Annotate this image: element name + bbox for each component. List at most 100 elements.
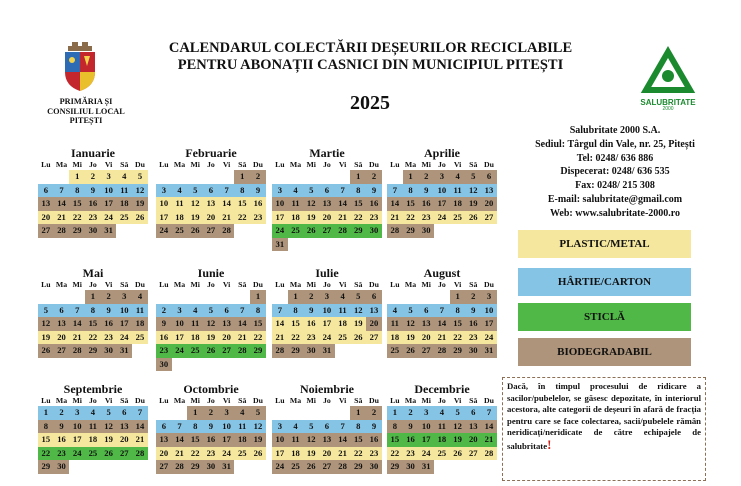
day-cell: 9 — [366, 183, 382, 197]
title-line-2: PENTRU ABONAȚII CASNICI DIN MUNICIPIUL P… — [177, 57, 564, 73]
day-cell — [272, 170, 288, 184]
weekday-header: Lu Ma Mi Jo Vi Sâ Du — [156, 280, 266, 290]
day-cell: 28 — [53, 224, 70, 238]
day-cell: 6 — [203, 183, 219, 197]
day-cell: 12 — [132, 183, 148, 197]
week-row: 23 24 25 26 27 28 29 — [156, 344, 266, 358]
day-cell: 3 — [218, 406, 235, 420]
day-cell: 11 — [449, 183, 466, 197]
day-cell — [171, 357, 188, 371]
day-cell: 12 — [402, 317, 419, 331]
day-cell: 14 — [434, 317, 450, 331]
day-cell: 9 — [250, 183, 266, 197]
day-cell: 22 — [69, 210, 86, 224]
day-cell: 28 — [334, 224, 351, 238]
day-cell: 11 — [234, 419, 251, 433]
week-row: 29 30 — [38, 460, 148, 474]
legend-bio: BIODEGRADABIL — [518, 338, 691, 366]
week-row: 10 11 12 13 14 15 16 — [272, 433, 382, 447]
day-cell: 21 — [218, 210, 235, 224]
day-cell: 22 — [449, 330, 466, 344]
day-cell: 18 — [287, 446, 304, 460]
week-row: 20 21 22 23 24 25 26 — [156, 446, 266, 460]
weekday-label: Vi — [104, 280, 113, 289]
week-row: 12 13 14 15 16 17 18 — [38, 317, 148, 331]
day-cell: 19 — [187, 210, 204, 224]
day-cell: 29 — [69, 224, 86, 238]
exclamation-mark: ! — [547, 436, 552, 452]
week-row: 7 8 9 10 11 12 13 — [387, 183, 497, 197]
company-email: E-mail: salubritate@gmail.com — [547, 193, 683, 205]
week-row: 11 12 13 14 15 16 17 — [387, 317, 497, 331]
month-name: Mai — [82, 266, 104, 280]
day-cell: 11 — [132, 303, 148, 317]
company-fax: Fax: 0248/ 215 308 — [575, 180, 655, 192]
weekday-label: Sâ — [469, 160, 478, 169]
day-cell — [132, 344, 148, 358]
weekday-label: Du — [134, 396, 145, 405]
day-cell: 15 — [402, 197, 419, 211]
day-cell: 16 — [85, 197, 101, 211]
day-cell: 15 — [449, 317, 466, 331]
day-cell: 19 — [449, 433, 466, 447]
day-cell: 2 — [303, 290, 320, 304]
company-web: Web: www.salubritate-2000.ro — [549, 207, 681, 219]
weekday-label: Jo — [438, 396, 446, 405]
day-cell: 31 — [272, 237, 288, 251]
day-cell: 18 — [287, 210, 304, 224]
day-cell — [218, 170, 235, 184]
month-ianuarie: Ianuarie Lu Ma Mi Jo Vi Sâ Du 1 2 3 4 5 6 7 8 9 10 11 12 13 1… — [38, 146, 148, 238]
weekday-label: Mi — [72, 160, 82, 169]
weekday-label: Jo — [323, 160, 331, 169]
week-row: 17 18 19 20 21 22 23 — [272, 446, 382, 460]
day-cell — [250, 460, 266, 474]
weekday-header: Lu Ma Mi Jo Vi Sâ Du — [38, 160, 148, 170]
day-cell: 9 — [303, 303, 320, 317]
day-cell: 2 — [366, 170, 382, 184]
day-cell: 26 — [250, 446, 266, 460]
day-cell: 17 — [272, 446, 288, 460]
weekday-label: Ma — [55, 160, 68, 169]
day-cell — [366, 237, 382, 251]
day-cell — [287, 406, 304, 420]
day-cell: 3 — [434, 170, 450, 184]
day-cell: 9 — [53, 419, 70, 433]
day-cell — [418, 290, 435, 304]
day-cell: 23 — [100, 330, 117, 344]
week-row: 14 15 16 17 18 19 20 — [387, 197, 497, 211]
day-cell: 4 — [287, 419, 304, 433]
day-cell: 10 — [218, 419, 235, 433]
day-cell: 4 — [132, 290, 148, 304]
day-cell: 13 — [319, 433, 335, 447]
day-cell: 23 — [53, 446, 70, 460]
day-cell — [366, 344, 382, 358]
weekday-label: Jo — [207, 396, 215, 405]
weekday-label: Vi — [338, 396, 347, 405]
weekday-label: Du — [483, 396, 494, 405]
month-name: Septembrie — [63, 382, 123, 396]
day-cell: 31 — [218, 460, 235, 474]
day-cell — [402, 290, 419, 304]
day-cell: 18 — [387, 330, 403, 344]
day-cell: 31 — [100, 224, 117, 238]
day-cell: 24 — [171, 344, 188, 358]
day-cell: 27 — [465, 446, 482, 460]
day-cell: 8 — [85, 303, 101, 317]
weekday-label: Lu — [41, 396, 51, 405]
day-cell: 25 — [171, 224, 188, 238]
day-cell: 17 — [218, 433, 235, 447]
week-row: 17 18 19 20 21 22 23 — [156, 210, 266, 224]
day-cell: 28 — [234, 344, 251, 358]
day-cell — [132, 460, 148, 474]
day-cell: 15 — [287, 317, 304, 331]
week-row: 28 29 30 31 — [272, 344, 382, 358]
day-cell: 4 — [449, 170, 466, 184]
day-cell: 16 — [250, 197, 266, 211]
day-cell: 11 — [434, 419, 450, 433]
day-cell: 10 — [481, 303, 497, 317]
day-cell: 19 — [203, 330, 219, 344]
day-cell: 6 — [319, 419, 335, 433]
